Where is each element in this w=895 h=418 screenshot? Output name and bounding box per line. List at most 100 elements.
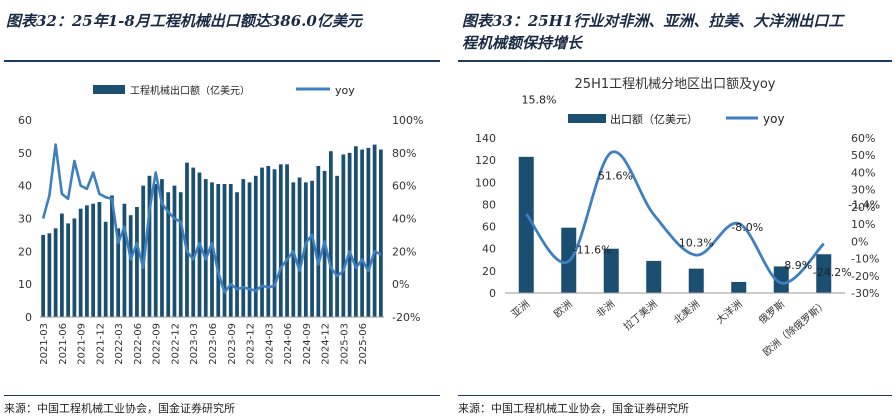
left-y-tick-label: 0 <box>25 311 32 324</box>
yoy-data-label: -8.0% <box>731 221 763 234</box>
export-bar <box>241 179 246 317</box>
category-label: 非洲 <box>594 298 617 320</box>
chart-title: 25H1工程机械分地区出口额及yoy <box>575 77 776 92</box>
x-tick-label: 2024-09 <box>302 323 313 365</box>
export-bar <box>141 185 146 317</box>
left-y-tick-label: 40 <box>18 180 32 193</box>
left-y-tick-label: 60 <box>482 221 496 234</box>
region-export-bar <box>688 268 704 293</box>
x-tick-label: 2021-09 <box>77 323 88 365</box>
export-bar <box>116 228 121 317</box>
region-export-bar <box>731 281 747 293</box>
left-y-tick-label: 20 <box>482 265 496 278</box>
export-bar <box>278 164 283 317</box>
left-y-tick-label: 60 <box>18 114 32 127</box>
export-bar <box>228 184 233 317</box>
region-export-bar <box>773 266 789 293</box>
left-y-tick-label: 80 <box>482 198 496 211</box>
export-bar <box>166 192 171 317</box>
category-label: 欧洲 <box>552 298 575 320</box>
yoy-data-label: 51.6% <box>598 169 633 182</box>
x-tick-label: 2024-06 <box>283 323 294 365</box>
region-export-bar <box>518 156 534 293</box>
x-tick-label: 2023-06 <box>208 323 219 365</box>
export-bar <box>135 207 139 317</box>
x-tick-label: 2022-09 <box>152 323 163 365</box>
x-tick-label: 2021-03 <box>39 323 50 365</box>
export-bar <box>341 154 346 317</box>
right-chart: 25H1工程机械分地区出口额及yoy 出口额（亿美元） yoy 0 20 40 60 80 10… <box>475 77 880 359</box>
x-tick-label: 2023-09 <box>227 323 238 365</box>
right-y-tick-label: -20% <box>392 311 420 324</box>
export-bar <box>147 175 152 317</box>
right-source-note: 来源：中国工程机械工业协会，国金证券研究所 <box>458 402 689 415</box>
export-bar <box>97 202 102 317</box>
legend-line-label: yoy <box>763 112 785 126</box>
export-bar <box>160 179 164 317</box>
export-bar <box>353 146 358 317</box>
left-title-rule <box>4 60 440 62</box>
region-export-bar <box>603 248 619 293</box>
yoy-line <box>41 143 382 294</box>
export-bar <box>335 175 339 317</box>
export-bar <box>191 167 196 317</box>
left-y-tick-label: 40 <box>482 243 496 256</box>
left-y-tick-label: 100 <box>475 176 496 189</box>
right-y-tick-label: 0% <box>851 235 868 248</box>
left-y-tick-label: 30 <box>18 213 32 226</box>
export-bar <box>172 185 177 317</box>
x-tick-label: 2024-03 <box>264 323 275 365</box>
export-bar <box>297 177 302 317</box>
left-panel-title: 图表32：25年1-8月工程机械出口额达386.0亿美元 <box>6 12 362 30</box>
right-y-tick-label: -30% <box>851 287 879 300</box>
x-tick-label: 2024-12 <box>321 323 332 365</box>
export-bar <box>303 182 308 317</box>
yoy-curve <box>525 150 825 285</box>
x-tick-label: 2023-03 <box>189 323 200 365</box>
export-bar <box>41 234 46 317</box>
yoy-data-label: 10.3% <box>679 237 714 250</box>
export-bar <box>285 164 289 317</box>
category-label: 拉丁美洲 <box>621 297 660 333</box>
yoy-data-label: -1.4% <box>848 199 880 212</box>
legend-bar-label: 出口额（亿美元） <box>610 112 698 126</box>
category-label: 大洋洲 <box>713 297 744 326</box>
export-bar <box>328 151 333 317</box>
category-label: 北美洲 <box>671 297 702 326</box>
export-bar <box>316 165 321 317</box>
yoy-data-label: 8.9% <box>784 259 812 272</box>
legend-bar-label: 工程机械出口额（亿美元） <box>130 84 250 97</box>
export-bar <box>266 165 271 317</box>
export-bar <box>91 203 96 317</box>
export-bar <box>260 167 264 317</box>
right-panel-title-line2: 程机械额保持增长 <box>462 34 583 52</box>
category-label: 亚洲 <box>509 298 532 320</box>
export-bar <box>347 152 352 317</box>
export-bar <box>372 144 377 317</box>
export-bar <box>291 182 296 317</box>
export-bar <box>85 205 89 317</box>
export-bar <box>310 180 314 317</box>
yoy-data-label: 15.8% <box>522 94 557 107</box>
right-y-tick-label: 40% <box>851 166 875 179</box>
right-title-rule <box>458 60 892 62</box>
export-bar <box>216 184 221 317</box>
left-y-tick-label: 120 <box>475 154 496 167</box>
region-export-bar <box>646 260 662 293</box>
export-bar <box>235 192 239 317</box>
export-bar <box>60 213 64 317</box>
export-bar <box>366 147 371 317</box>
export-bar <box>78 208 83 317</box>
left-y-tick-label: 20 <box>18 245 32 258</box>
right-y-tick-label: 40% <box>392 213 416 226</box>
export-bar <box>203 179 208 317</box>
right-y-tick-label: -10% <box>851 253 879 266</box>
yoy-data-label: -11.6% <box>573 243 612 256</box>
right-y-tick-label: -20% <box>851 270 879 283</box>
export-bar <box>185 162 189 317</box>
export-bar <box>53 228 58 317</box>
left-bottom-rule <box>4 395 440 396</box>
x-tick-label: 2025-03 <box>339 323 350 365</box>
export-bar <box>272 169 277 317</box>
x-tick-label: 2025-06 <box>358 323 369 365</box>
